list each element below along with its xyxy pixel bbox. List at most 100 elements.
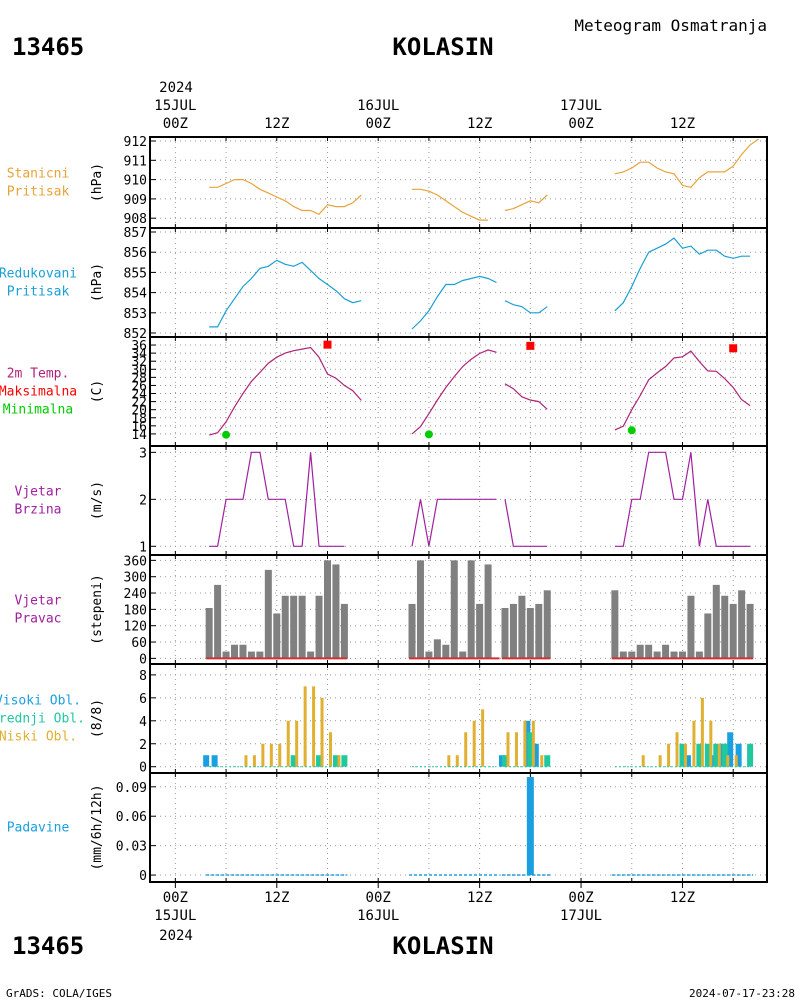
station-id-bottom: 13465 xyxy=(12,932,84,960)
direction-bar xyxy=(222,651,230,659)
cloud-bar xyxy=(747,743,754,767)
cloud-bar xyxy=(700,697,704,767)
y-tick-label: 908 xyxy=(124,212,147,227)
direction-bar xyxy=(636,644,644,659)
panel-label: 2m Temp. xyxy=(7,367,70,382)
panel-wind_speed: Vjetar Brzina (m/s) 1 2 3 xyxy=(15,445,768,556)
cloud-bar xyxy=(727,732,734,767)
direction-bar xyxy=(416,560,424,659)
direction-bar xyxy=(450,560,458,659)
cloud-bar xyxy=(540,755,544,767)
cloud-bar xyxy=(709,720,713,767)
max-temp-marker xyxy=(526,341,535,350)
panel-frame xyxy=(149,445,768,556)
series-line xyxy=(209,259,362,328)
date-label-bottom: 16JUL xyxy=(357,908,399,924)
y-tick-label: 36 xyxy=(131,339,147,354)
credit-text: GrADS: COLA/IGES xyxy=(6,987,112,1000)
cloud-bar xyxy=(320,697,324,767)
series-line xyxy=(614,350,751,431)
cloud-bar xyxy=(447,755,451,767)
panel-label: Minimalna xyxy=(3,403,73,418)
unit-label: (m/s) xyxy=(90,481,105,520)
y-tick-label: 909 xyxy=(124,193,147,208)
y-tick-label: 857 xyxy=(124,226,147,241)
y-tick-label: 360 xyxy=(124,554,147,569)
y-tick-label: 2 xyxy=(139,493,147,508)
cloud-bar xyxy=(667,743,671,767)
cloud-bar xyxy=(455,755,459,767)
cloud-bar xyxy=(683,743,687,767)
y-tick-label: 240 xyxy=(124,587,147,602)
cloud-bar xyxy=(704,743,711,767)
y-tick-label: 22 xyxy=(131,396,147,411)
direction-bar xyxy=(214,584,222,659)
time-tick-label-bottom: 00Z xyxy=(568,890,593,906)
direction-bar xyxy=(704,613,712,659)
direction-bar xyxy=(678,651,686,659)
cloud-bar xyxy=(734,755,738,767)
y-tick-label: 8 xyxy=(139,669,147,684)
series-line xyxy=(504,194,548,212)
cloud-bar xyxy=(684,755,691,767)
direction-bar xyxy=(526,608,534,659)
cloud-bar xyxy=(675,732,679,767)
direction-bar xyxy=(721,595,729,659)
direction-bar xyxy=(231,644,239,659)
cloud-bar xyxy=(726,755,730,767)
station-id-top: 13465 xyxy=(12,33,84,61)
y-tick-label: 24 xyxy=(131,388,147,403)
cloud-bar xyxy=(721,743,728,767)
cloud-bar xyxy=(464,732,468,767)
y-tick-label: 26 xyxy=(131,379,147,394)
cloud-bar xyxy=(692,720,696,767)
direction-bar xyxy=(746,603,754,659)
direction-bar xyxy=(332,564,340,659)
panel-clouds: Visoki Obl. Srednji Obl. Niski Obl. (8/8) 0 2… xyxy=(0,663,768,776)
time-tick-label-top: 00Z xyxy=(163,116,188,132)
date-label-top: 17JUL xyxy=(560,98,602,114)
y-tick-label: 2 xyxy=(139,738,147,753)
year-label-top: 2024 xyxy=(159,80,193,96)
direction-bar xyxy=(425,651,433,659)
panel-label: Maksimalna xyxy=(0,385,77,400)
direction-bar xyxy=(484,564,492,659)
direction-bar xyxy=(543,590,551,659)
y-tick-label: 0.06 xyxy=(116,810,147,825)
y-tick-label: 1 xyxy=(139,540,147,555)
time-tick-label-top: 12Z xyxy=(467,116,492,132)
cloud-bar xyxy=(527,732,534,767)
panel-label: Vjetar xyxy=(15,485,62,500)
y-tick-label: 34 xyxy=(131,347,147,362)
time-tick-label-top: 12Z xyxy=(670,116,695,132)
panel-frame xyxy=(149,136,768,229)
y-tick-label: 910 xyxy=(124,174,147,189)
cloud-bar xyxy=(332,755,339,767)
direction-bar xyxy=(239,644,247,659)
series-line xyxy=(504,499,548,547)
series-line xyxy=(411,498,497,547)
cloud-bar xyxy=(472,720,476,767)
panel-precipitation: Padavine (mm/6h/12h) 0 0.03 0.06 0.09 xyxy=(7,772,768,884)
direction-bar xyxy=(205,608,213,659)
cloud-bar xyxy=(316,755,323,767)
y-tick-label: 0 xyxy=(139,869,147,884)
unit-label: (C) xyxy=(90,380,105,403)
y-tick-label: 180 xyxy=(124,603,147,618)
series-line xyxy=(614,451,751,547)
cloud-bar xyxy=(501,755,508,767)
direction-bar xyxy=(535,603,543,659)
timestamp-text: 2024-07-17-23:28 xyxy=(689,987,795,1000)
direction-bar xyxy=(619,651,627,659)
panel-label: Srednji Obl. xyxy=(0,712,85,727)
direction-bar xyxy=(247,651,255,659)
panel-label: Pravac xyxy=(15,612,62,627)
direction-bar xyxy=(670,651,678,659)
cloud-bar xyxy=(532,743,539,767)
precip-bar xyxy=(526,777,534,876)
panel-label: Stanicni xyxy=(7,167,70,182)
y-tick-label: 911 xyxy=(124,154,147,169)
cloud-bar xyxy=(658,755,662,767)
panel-temperature: 2m Temp. Maksimalna Minimalna (C) 1416182022… xyxy=(0,336,768,447)
